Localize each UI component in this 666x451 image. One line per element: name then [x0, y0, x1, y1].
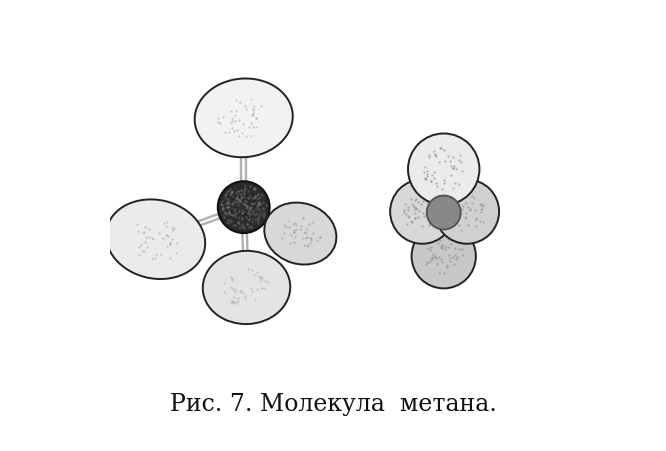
- Circle shape: [390, 180, 454, 244]
- Circle shape: [435, 180, 499, 244]
- Circle shape: [412, 225, 476, 289]
- Circle shape: [427, 196, 461, 230]
- Circle shape: [218, 182, 270, 234]
- Ellipse shape: [106, 200, 205, 280]
- Ellipse shape: [202, 251, 290, 324]
- Text: Рис. 7. Молекула  метана.: Рис. 7. Молекула метана.: [170, 392, 496, 415]
- Ellipse shape: [194, 79, 293, 158]
- Ellipse shape: [264, 203, 336, 265]
- Circle shape: [408, 134, 480, 206]
